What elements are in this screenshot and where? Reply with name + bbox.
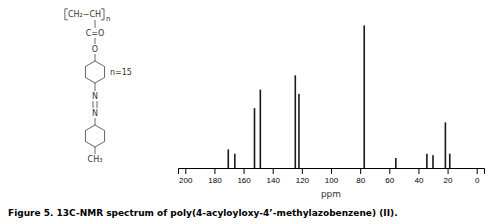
peak-bar <box>432 155 434 168</box>
x-tick-mark <box>214 168 215 174</box>
peak-bar <box>445 122 447 168</box>
peak-bar <box>426 154 428 168</box>
x-tick-mark <box>302 168 303 174</box>
x-tick-mark <box>360 168 361 174</box>
x-tick-label: 160 <box>237 176 251 185</box>
bracket <box>101 9 104 20</box>
bond <box>95 38 96 44</box>
structure-label: n=15 <box>110 68 132 77</box>
peak-bar <box>254 108 256 168</box>
benzene-ring <box>85 125 104 147</box>
benzene-ring <box>85 61 104 83</box>
bond <box>95 118 96 125</box>
x-axis-line <box>179 169 485 175</box>
x-tick-mark <box>418 168 419 174</box>
x-tick: 40 <box>414 168 423 185</box>
structure-label: n <box>106 15 110 23</box>
bracket <box>65 9 68 20</box>
bond <box>95 147 96 154</box>
x-tick-mark <box>477 168 478 174</box>
x-tick-label: 200 <box>179 176 193 185</box>
x-tick: 120 <box>296 168 310 185</box>
x-tick-mark <box>331 168 332 174</box>
x-tick-label: 100 <box>325 176 339 185</box>
structure-label: CH₃ <box>88 155 103 164</box>
bond <box>95 83 96 91</box>
x-tick-label: 140 <box>267 176 281 185</box>
peak-bar <box>395 158 397 168</box>
x-tick: 20 <box>444 168 453 185</box>
x-tick: 0 <box>475 168 480 185</box>
structure-label: N <box>92 109 98 118</box>
x-tick-label: 60 <box>385 176 394 185</box>
peak-bar <box>298 94 300 168</box>
bond <box>97 101 98 108</box>
x-tick: 140 <box>267 168 281 185</box>
x-tick-mark <box>185 168 186 174</box>
x-tick-label: 20 <box>444 176 453 185</box>
structure-label: C=O <box>86 29 105 38</box>
x-tick-mark <box>389 168 390 174</box>
peak-bar <box>449 154 451 168</box>
x-tick: 160 <box>237 168 251 185</box>
bond <box>95 54 96 61</box>
x-tick-mark <box>273 168 274 174</box>
structure-label: O <box>92 45 98 54</box>
structure-label: CH₂−CH <box>68 10 101 19</box>
peak-bar <box>260 90 262 168</box>
peak-bar <box>295 75 297 168</box>
x-tick: 100 <box>325 168 339 185</box>
peak-bar <box>234 154 236 168</box>
peak-bar <box>227 149 229 168</box>
peak-bar <box>363 25 365 168</box>
x-tick-label: 120 <box>296 176 310 185</box>
bars <box>227 25 450 168</box>
bond <box>93 101 94 108</box>
chart: 200180160140120100806040200ppmFigure 5. … <box>0 0 497 224</box>
x-tick: 60 <box>385 168 394 185</box>
x-tick-label: 0 <box>475 176 480 185</box>
x-tick-label: 40 <box>414 176 423 185</box>
x-tick-label: 180 <box>208 176 222 185</box>
structure-label: N <box>92 92 98 101</box>
title: Figure 5. 13C-NMR spectrum of poly(4-acy… <box>8 208 398 218</box>
x-tick-label: 80 <box>356 176 365 185</box>
structure: CH₂−CH nC=O On=15 NN CH₃ <box>65 9 132 164</box>
x-tick-mark <box>448 168 449 174</box>
x-tick: 80 <box>356 168 365 185</box>
x-tick: 180 <box>208 168 222 185</box>
x-tick-mark <box>244 168 245 174</box>
x-axis-label: ppm <box>321 189 341 199</box>
x-tick: 200 <box>179 168 193 185</box>
bond <box>95 20 96 28</box>
x-axis: 200180160140120100806040200 <box>179 168 485 185</box>
